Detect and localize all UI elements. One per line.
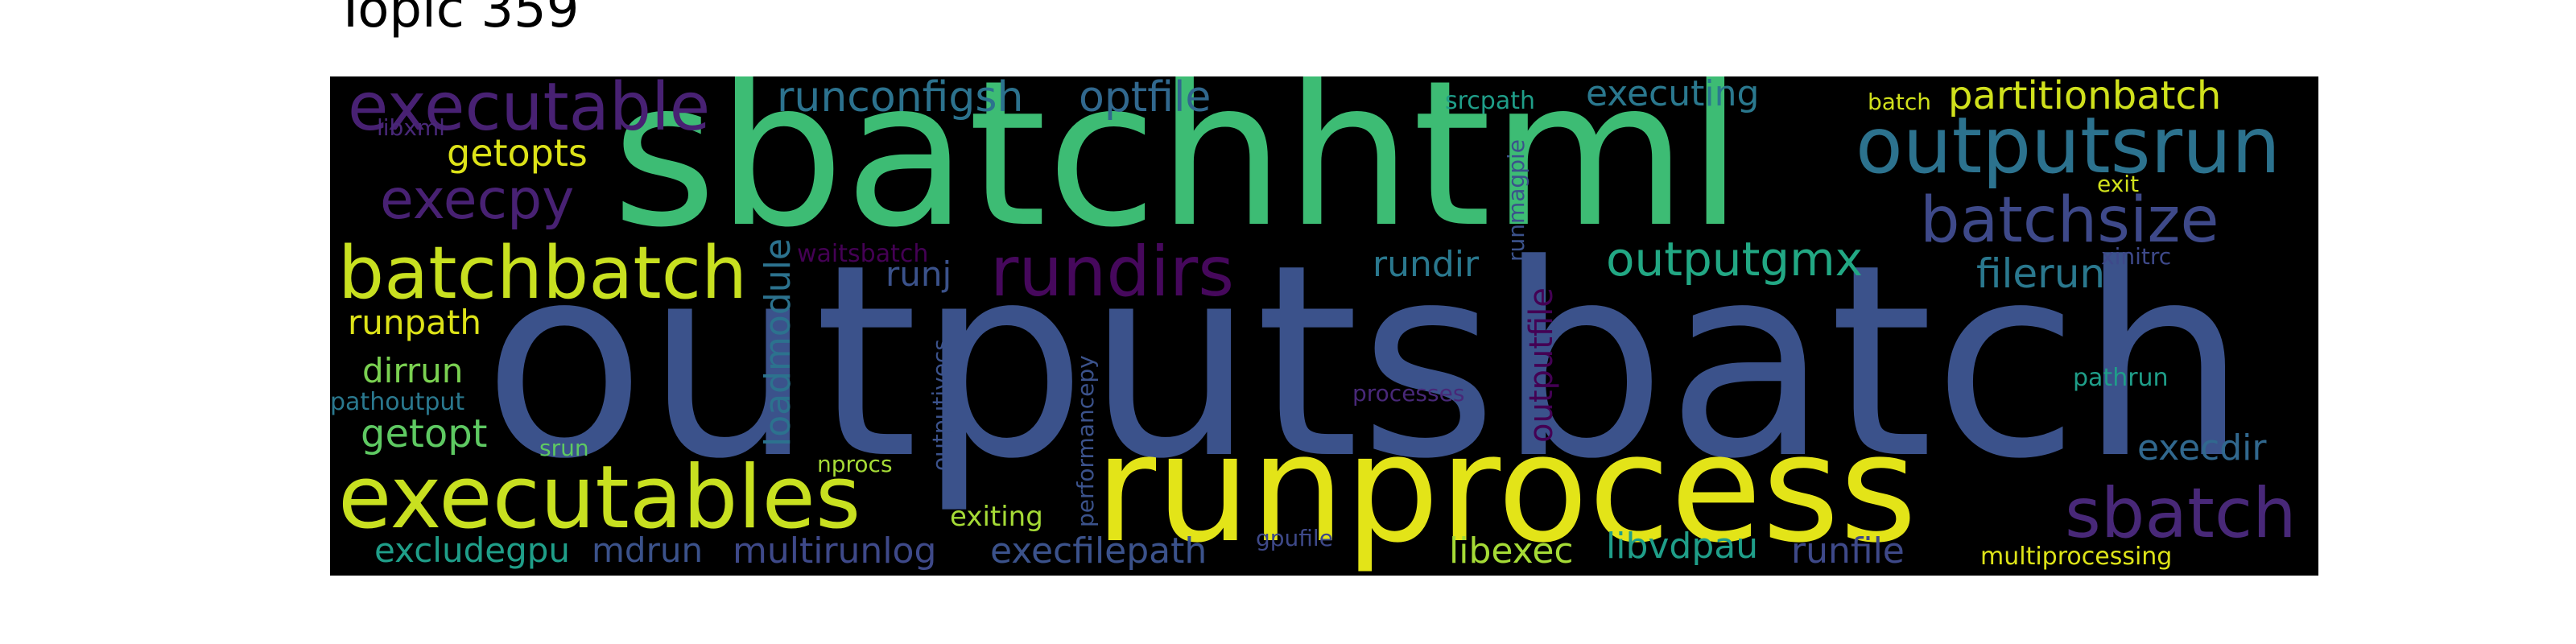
word-runj: runj <box>886 254 952 294</box>
word-libxml: libxml <box>377 114 445 141</box>
word-getopt: getopt <box>361 411 488 456</box>
word-waitsbatch: waitsbatch <box>797 240 929 268</box>
page-title: Topic 359 <box>335 0 580 39</box>
word-xinitrc: xinitrc <box>2101 243 2172 270</box>
word-runconfigsh: runconfigsh <box>777 76 1024 122</box>
word-performancepy: performancepy <box>1072 355 1099 527</box>
word-srun: srun <box>539 435 589 461</box>
word-executing: executing <box>1586 76 1760 114</box>
word-optfile: optfile <box>1079 76 1212 122</box>
word-execfilepath: execfilepath <box>990 530 1208 572</box>
word-outputivecs: outputivecs <box>927 339 954 471</box>
word-excludegpu: excludegpu <box>374 530 571 570</box>
word-execdir: execdir <box>2137 427 2267 469</box>
word-rundirs: rundirs <box>990 232 1235 312</box>
word-dirrun: dirrun <box>362 351 464 390</box>
word-outputfile: outputfile <box>1523 287 1560 443</box>
word-runpath: runpath <box>348 303 481 342</box>
word-cloud: outputsbatch sbatchhtml runprocess execu… <box>330 76 2318 576</box>
word-outputsbatch: outputsbatch <box>483 208 2248 517</box>
word-processes: processes <box>1352 380 1465 407</box>
word-multiprocessing: multiprocessing <box>1980 543 2173 571</box>
word-runmagpie: runmagpie <box>1503 139 1530 262</box>
word-rundir: rundir <box>1373 244 1480 285</box>
word-batchsize: batchsize <box>1920 184 2219 257</box>
word-outputgmx: outputgmx <box>1606 232 1863 287</box>
word-execpy: execpy <box>380 168 575 232</box>
word-exit: exit <box>2097 171 2140 197</box>
word-pathoutput: pathoutput <box>330 388 465 416</box>
word-pathrun: pathrun <box>2073 364 2169 392</box>
word-gpufile: gpufile <box>1256 525 1333 551</box>
word-executable: executable <box>348 76 711 146</box>
word-runprocess: runprocess <box>1095 402 1918 576</box>
word-partitionbatch: partitionbatch <box>1948 76 2222 118</box>
word-libvdpau: libvdpau <box>1606 526 1759 567</box>
word-srcpath: srcpath <box>1445 87 1536 115</box>
word-executables: executables <box>338 448 861 548</box>
word-multirunlog: multirunlog <box>733 530 937 572</box>
word-exiting: exiting <box>950 501 1043 533</box>
word-loadmodule: loadmodule <box>758 238 799 447</box>
word-outputsrun: outputsrun <box>1856 101 2281 191</box>
word-libexec: libexec <box>1449 530 1574 572</box>
word-getopts: getopts <box>447 131 588 175</box>
word-filerun: filerun <box>1976 250 2106 297</box>
word-mdrun: mdrun <box>592 530 704 570</box>
word-batch: batch <box>1868 89 1932 115</box>
word-sbatchhtml: sbatchhtml <box>612 76 1744 271</box>
word-batchbatch: batchbatch <box>338 231 748 316</box>
word-runfile: runfile <box>1791 530 1905 572</box>
word-sbatch: sbatch <box>2065 473 2297 554</box>
word-nprocs: nprocs <box>817 451 893 477</box>
